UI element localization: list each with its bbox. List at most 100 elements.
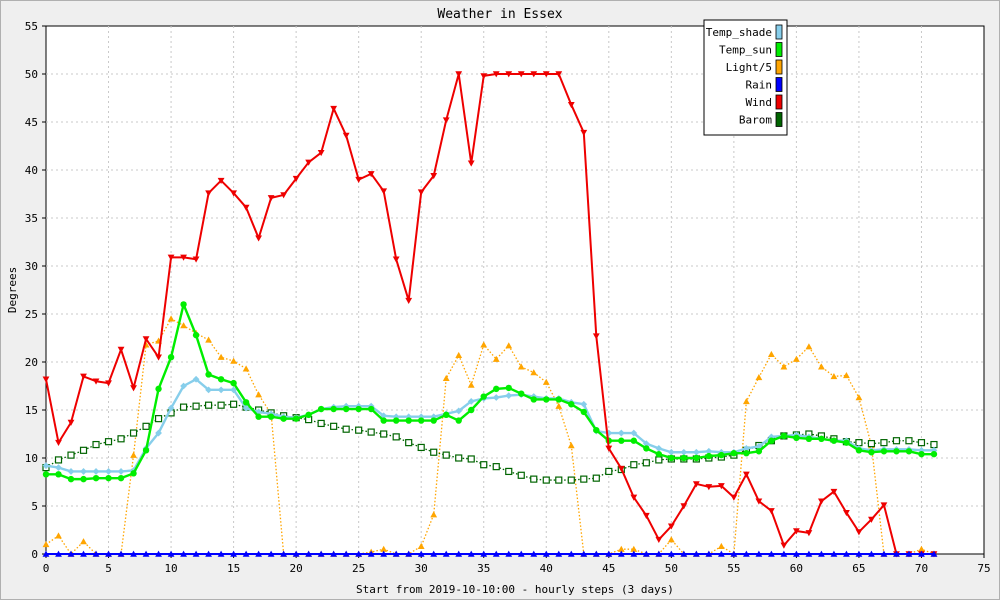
- data-point-barom: [129, 429, 138, 437]
- data-point-light-5: [805, 343, 813, 350]
- legend-label-barom: Barom: [739, 114, 772, 127]
- data-point-rain: [267, 550, 275, 557]
- data-point-temp-sun: [880, 448, 888, 455]
- data-point-rain: [530, 550, 538, 557]
- data-point-wind: [442, 117, 450, 124]
- data-point-rain: [642, 550, 650, 557]
- data-point-wind: [230, 190, 237, 197]
- data-point-temp-sun: [455, 417, 462, 424]
- data-point-temp-sun: [818, 435, 825, 442]
- data-point-rain: [380, 550, 388, 557]
- data-point-temp-sun: [155, 385, 162, 393]
- data-point-temp-sun: [267, 413, 275, 420]
- data-point-light-5: [843, 372, 850, 379]
- data-point-wind: [292, 175, 300, 183]
- data-point-wind: [717, 483, 725, 490]
- data-point-temp-sun: [142, 447, 150, 454]
- data-point-temp-shade: [630, 429, 638, 437]
- data-point-temp-shade: [580, 400, 588, 408]
- data-point-light-5: [530, 369, 538, 376]
- data-point-temp-sun: [430, 417, 437, 424]
- data-point-temp-sun: [392, 417, 400, 424]
- y-tick-label: 35: [25, 212, 38, 225]
- data-point-wind: [517, 71, 525, 78]
- data-point-rain: [843, 550, 850, 557]
- data-point-temp-shade: [105, 468, 112, 475]
- data-point-temp-sun: [855, 447, 863, 454]
- y-tick-label: 0: [31, 548, 38, 561]
- data-point-temp-sun: [693, 454, 700, 462]
- data-point-rain: [667, 550, 675, 557]
- x-tick-label: 40: [540, 562, 553, 575]
- data-point-rain: [480, 550, 488, 557]
- data-point-wind: [380, 188, 388, 195]
- data-point-barom: [380, 430, 388, 438]
- data-point-barom: [230, 400, 238, 408]
- data-point-barom: [430, 448, 438, 456]
- data-point-temp-shade: [192, 375, 200, 383]
- data-point-barom: [79, 446, 88, 454]
- data-point-temp-sun: [217, 376, 225, 383]
- data-point-temp-shade: [42, 462, 50, 470]
- data-point-wind: [305, 159, 313, 166]
- data-point-wind: [192, 256, 200, 263]
- data-point-wind: [505, 71, 513, 78]
- data-point-wind: [630, 494, 638, 501]
- data-point-wind: [80, 373, 87, 380]
- data-point-barom: [542, 476, 550, 484]
- data-point-rain: [230, 550, 237, 557]
- data-point-barom: [567, 476, 575, 484]
- data-point-light-5: [417, 542, 425, 550]
- data-point-rain: [280, 550, 288, 557]
- data-point-temp-sun: [730, 450, 738, 457]
- data-point-temp-sun: [768, 437, 775, 444]
- data-point-wind: [480, 73, 488, 80]
- data-point-light-5: [55, 532, 62, 539]
- y-tick-label: 40: [25, 164, 38, 177]
- data-point-wind: [55, 439, 62, 447]
- data-point-temp-sun: [117, 474, 125, 482]
- data-point-light-5: [167, 315, 175, 322]
- data-point-barom: [154, 415, 163, 423]
- data-point-barom: [54, 456, 63, 464]
- data-point-temp-sun: [893, 448, 900, 455]
- data-point-rain: [467, 550, 475, 557]
- data-point-rain: [117, 550, 125, 557]
- legend-label-wind: Wind: [746, 96, 773, 109]
- data-point-temp-shade: [205, 386, 212, 394]
- data-point-wind: [242, 204, 250, 211]
- x-tick-label: 5: [105, 562, 112, 575]
- data-point-temp-sun: [292, 415, 300, 422]
- data-point-rain: [755, 550, 763, 557]
- legend-label-temp-shade: Temp_shade: [706, 26, 772, 39]
- data-point-light-5: [517, 363, 525, 370]
- data-point-rain: [205, 550, 212, 557]
- x-tick-label: 75: [977, 562, 990, 575]
- data-point-barom: [417, 443, 425, 452]
- data-point-light-5: [755, 373, 763, 381]
- x-tick-label: 65: [852, 562, 865, 575]
- data-point-wind: [405, 297, 413, 304]
- data-point-temp-sun: [468, 406, 475, 414]
- data-point-wind: [117, 346, 125, 353]
- data-point-temp-sun: [280, 415, 287, 422]
- data-point-light-5: [767, 350, 775, 358]
- legend-swatch-light-5: [775, 59, 783, 75]
- data-point-barom: [367, 428, 375, 436]
- data-point-wind: [605, 445, 613, 452]
- data-point-rain: [780, 550, 788, 557]
- y-tick-label: 20: [25, 356, 38, 369]
- data-point-temp-shade: [655, 445, 663, 452]
- data-point-light-5: [442, 374, 450, 382]
- y-tick-label: 45: [25, 116, 38, 129]
- data-point-light-5: [492, 355, 500, 362]
- axis-ticks: 0 5 10 15 20 25 30 35 40 45 50 55 0 5 10 15 20 25 30 35 40 45…: [25, 20, 991, 575]
- data-point-barom: [517, 471, 525, 479]
- data-point-barom: [204, 401, 213, 409]
- data-point-temp-sun: [543, 396, 550, 403]
- data-point-temp-shade: [217, 386, 225, 394]
- data-point-wind: [805, 530, 813, 537]
- data-point-rain: [405, 550, 413, 557]
- data-point-rain: [592, 550, 600, 557]
- data-point-temp-sun: [793, 434, 800, 442]
